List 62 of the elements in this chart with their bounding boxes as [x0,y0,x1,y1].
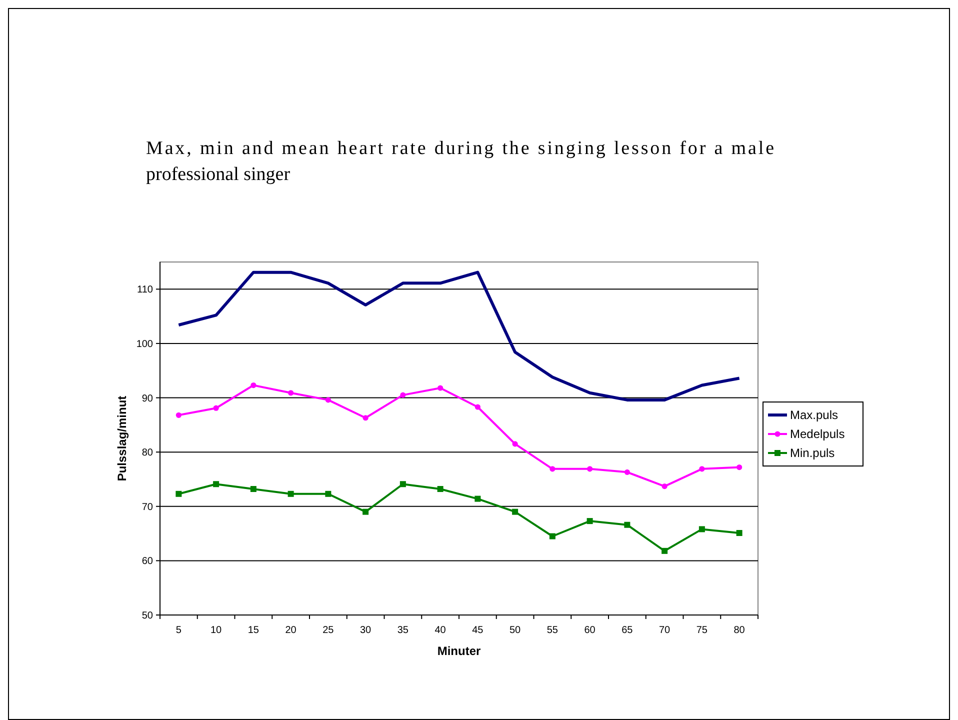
y-tick-label: 100 [136,338,154,350]
x-tick-label: 70 [659,625,671,636]
point [213,481,220,488]
x-tick-label: 30 [360,625,372,636]
x-tick-label: 35 [397,625,409,636]
point [176,412,182,418]
y-tick-label: 110 [137,284,154,296]
point [250,486,256,492]
x-tick-label: 25 [322,625,334,636]
line-series [177,270,741,402]
x-tick-label: 40 [434,625,446,636]
x-tick-label: 50 [510,625,522,636]
point [362,508,369,515]
point [250,382,256,388]
x-tick-label: 45 [472,625,484,636]
x-tick-label: 65 [622,625,634,636]
x-tick-label: 55 [546,625,558,636]
chart-title: Max, min and mean heart rate during the singing lesson for a male professional singer [146,138,774,185]
legend-label: Min.puls [790,446,835,460]
point [699,466,705,472]
x-tick-label: 75 [696,625,708,636]
point [213,405,219,411]
point [736,530,742,536]
point [176,490,182,497]
point [587,466,593,472]
y-tick-label: 90 [142,393,154,404]
point [325,397,331,403]
point [662,548,668,554]
point [400,392,406,398]
point [438,385,444,391]
x-axis-title: Minuter [437,644,481,658]
point [662,483,668,490]
point [512,441,518,447]
point [288,490,294,497]
x-tick-label: 15 [248,625,260,636]
point [624,522,630,528]
point [400,481,406,488]
y-tick-label: 50 [142,610,154,622]
y-tick-label: 60 [142,556,154,568]
x-tick-label: 20 [285,625,297,636]
x-tick-label: 60 [584,625,596,636]
y-tick-label: 80 [142,448,154,459]
point [586,518,593,524]
legend-label: Max.puls [790,408,838,422]
point [325,490,332,497]
x-tick-label: 80 [734,625,746,636]
point [698,526,705,532]
point [550,466,556,472]
x-tick-label: 10 [210,625,222,636]
y-tick-label: 70 [142,502,154,513]
y-axis-title: Pulsslag/minut [115,396,129,482]
point [362,415,368,421]
point [549,533,556,540]
point [474,496,481,502]
point [736,464,742,470]
point [512,508,518,515]
point [474,404,480,410]
legend-label: Medelpuls [790,427,845,442]
x-tick-label: 5 [176,625,182,636]
point [288,390,294,396]
point [624,469,630,475]
point [437,486,444,492]
